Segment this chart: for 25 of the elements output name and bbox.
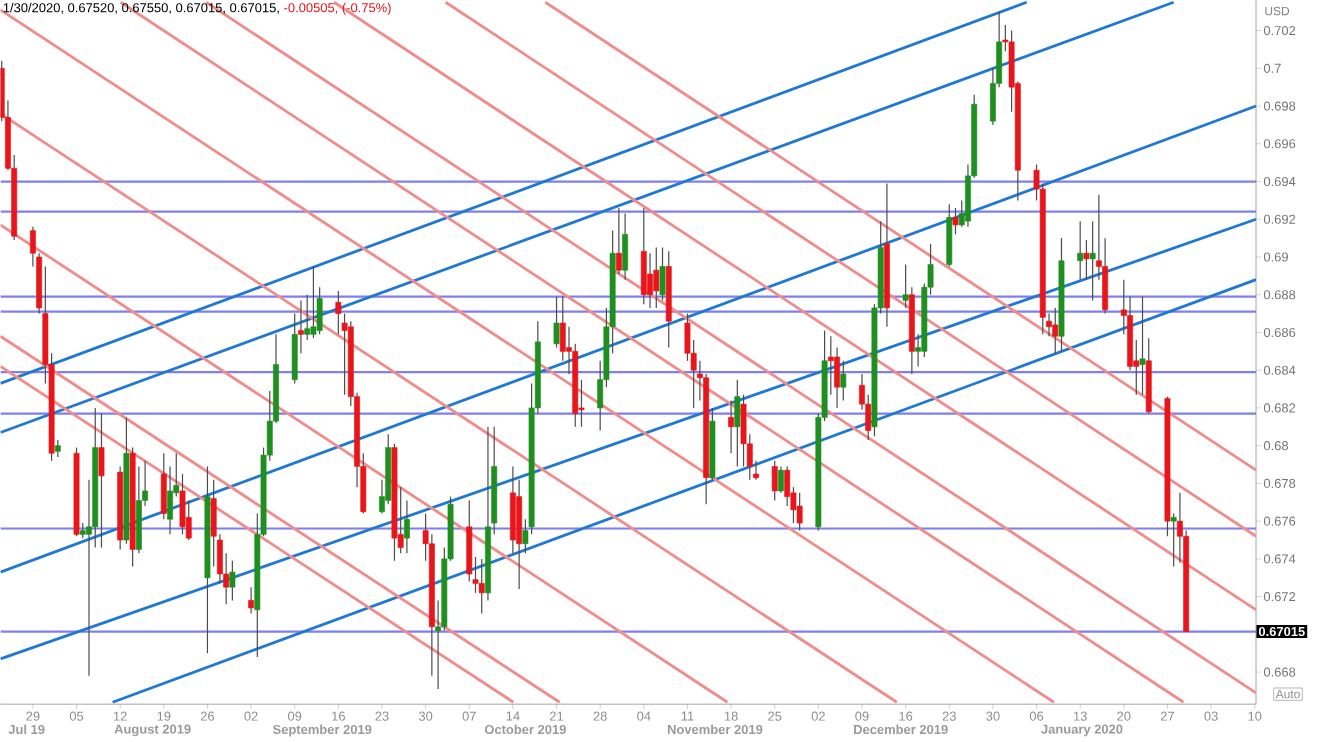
candlestick — [1077, 220, 1084, 281]
candlestick — [902, 263, 909, 309]
candlestick — [647, 252, 653, 309]
candlestick — [98, 412, 105, 549]
candlestick — [553, 295, 560, 349]
candlestick — [229, 560, 236, 601]
candlestick — [659, 246, 666, 301]
candlestick — [310, 265, 317, 339]
candlestick — [946, 203, 953, 267]
candlestick — [840, 360, 847, 401]
candlestick — [734, 378, 741, 467]
candlestick — [640, 207, 647, 305]
candlestick — [653, 246, 660, 309]
candlestick — [622, 212, 629, 281]
candlestick — [771, 460, 778, 501]
candlestick — [248, 586, 254, 615]
candlestick — [478, 558, 485, 615]
candlestick — [615, 207, 622, 275]
candlestick — [952, 207, 959, 235]
candlestick — [335, 290, 342, 335]
candlestick — [1052, 307, 1059, 354]
candlestick — [796, 492, 803, 532]
candlestick — [778, 465, 784, 494]
candlestick — [1083, 239, 1090, 281]
candlestick — [728, 399, 734, 454]
